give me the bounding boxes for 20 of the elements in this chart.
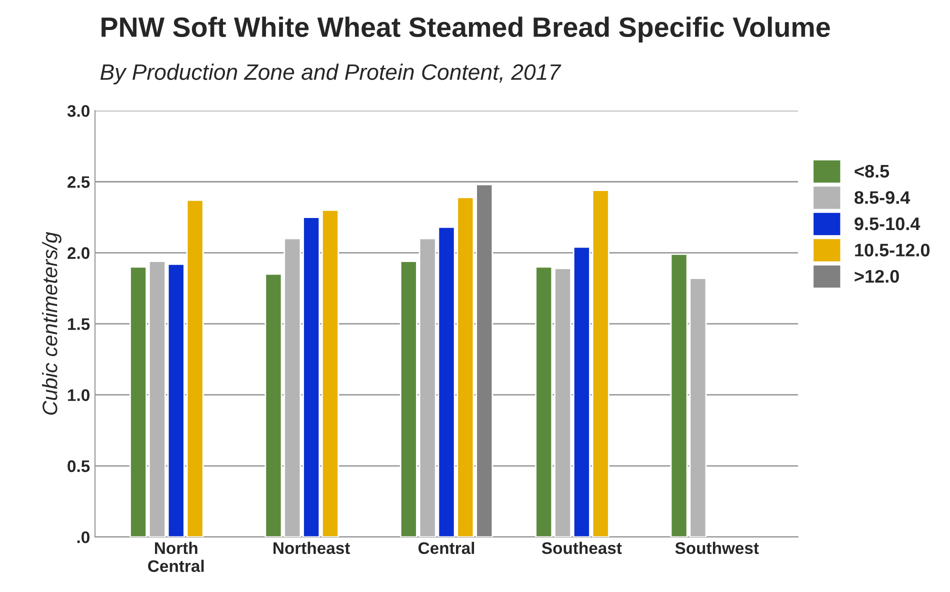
y-axis-title: Cubic centimeters/g [42,232,62,415]
legend-label: 10.5-12.0 [855,244,930,256]
legend-label: 9.5-10.4 [854,217,920,230]
x-tick-label: North Central [148,542,204,572]
legend-label: >12.0 [854,270,899,283]
legend-label: <8.5 [854,164,890,178]
legend-label: 8.5-9.4 [854,191,910,204]
x-tick-label: Southeast [542,542,622,554]
y-tick-label: 3.0 [67,105,90,117]
y-tick-label: 2.0 [68,247,90,259]
y-tick-label: .0 [77,531,90,544]
x-tick-label: Southwest [675,542,759,554]
y-tick-label: 1.5 [68,318,90,330]
chart-subtitle: By Production Zone and Protein Content, 2017 [100,64,562,84]
y-tick-label: 2.5 [68,176,90,188]
y-tick-label: 0.5 [68,460,90,472]
x-tick-label: Northeast [274,542,350,554]
x-tick-label: Central [418,542,474,554]
chart-title: PNW Soft White Wheat Steamed Bread Specific Volume [102,16,830,43]
y-tick-label: 1.0 [68,389,90,402]
